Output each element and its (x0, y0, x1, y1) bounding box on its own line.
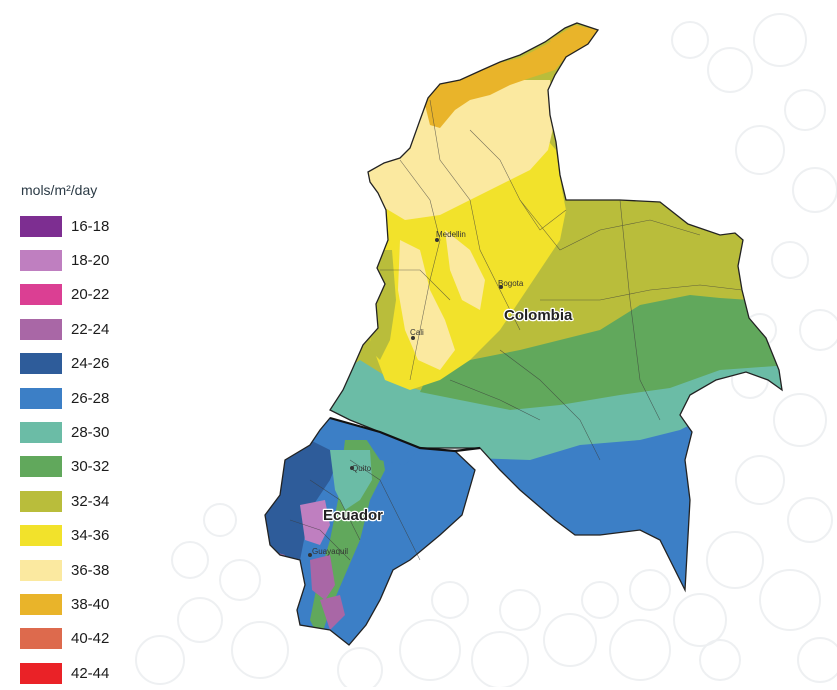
legend-items: 16-18 18-20 20-22 22-24 24-26 26-28 28-30 30-32… (20, 209, 160, 690)
border-colombia-ecuador (329, 416, 481, 453)
svg-text:Bogota: Bogota (498, 279, 524, 288)
legend-item: 40-42 (20, 622, 160, 656)
country-outlines (264, 22, 783, 646)
legend-label: 26-28 (71, 389, 110, 407)
legend-item: 26-28 (20, 381, 160, 415)
legend-swatch (20, 284, 62, 306)
legend-label: 42-44 (71, 664, 110, 682)
legend-label: 34-36 (71, 527, 110, 545)
svg-text:Quito: Quito (352, 464, 372, 473)
legend-item: 32-34 (20, 484, 160, 518)
legend-item: 18-20 (20, 243, 160, 277)
legend-swatch (20, 593, 62, 615)
legend-label: 22-24 (71, 320, 110, 338)
legend-swatch (20, 559, 62, 581)
city-quito: Quito (350, 464, 372, 473)
legend-label: 20-22 (71, 286, 110, 304)
legend-label: 16-18 (71, 217, 110, 235)
legend-label: 28-30 (71, 424, 110, 442)
country-label-ecuador: Ecuador (323, 507, 383, 524)
legend-swatch (20, 422, 62, 444)
legend-label: 40-42 (71, 630, 110, 648)
legend-item: 36-38 (20, 553, 160, 587)
legend-swatch (20, 456, 62, 478)
legend-item: 22-24 (20, 312, 160, 346)
legend-swatch (20, 662, 62, 684)
legend-label: 38-40 (71, 595, 110, 613)
legend-label: 36-38 (71, 561, 110, 579)
legend-item: 20-22 (20, 278, 160, 312)
department-lines (289, 99, 743, 561)
svg-text:Medellin: Medellin (436, 230, 466, 239)
legend-swatch (20, 318, 62, 340)
legend-item: 16-18 (20, 209, 160, 243)
legend-swatch (20, 250, 62, 272)
legend-swatch (20, 628, 62, 650)
legend-item: 30-32 (20, 450, 160, 484)
legend-item: 38-40 (20, 587, 160, 621)
legend: mols/m²/day 16-18 18-20 20-22 22-24 24-26 26-… (20, 181, 160, 690)
legend-swatch (20, 525, 62, 547)
legend-label: 24-26 (71, 355, 110, 373)
legend-item: 34-36 (20, 519, 160, 553)
legend-item: 42-44 (20, 656, 160, 690)
legend-label: 18-20 (71, 252, 110, 270)
legend-label: 32-34 (71, 492, 110, 510)
city-bogota: Bogota (498, 279, 524, 289)
legend-swatch (20, 353, 62, 375)
country-label-colombia: Colombia (504, 307, 573, 324)
legend-swatch (20, 387, 62, 409)
legend-label: 30-32 (71, 458, 110, 476)
legend-title: mols/m²/day (21, 182, 98, 198)
legend-item: 24-26 (20, 347, 160, 381)
city-medellin: Medellin (435, 230, 466, 242)
city-guayaquil: Guayaquil (308, 547, 348, 557)
legend-swatch (20, 490, 62, 512)
svg-text:Guayaquil: Guayaquil (312, 547, 348, 556)
legend-item: 28-30 (20, 415, 160, 449)
legend-swatch (20, 215, 62, 237)
city-cali: Cali (410, 328, 424, 340)
svg-text:Cali: Cali (410, 328, 424, 337)
